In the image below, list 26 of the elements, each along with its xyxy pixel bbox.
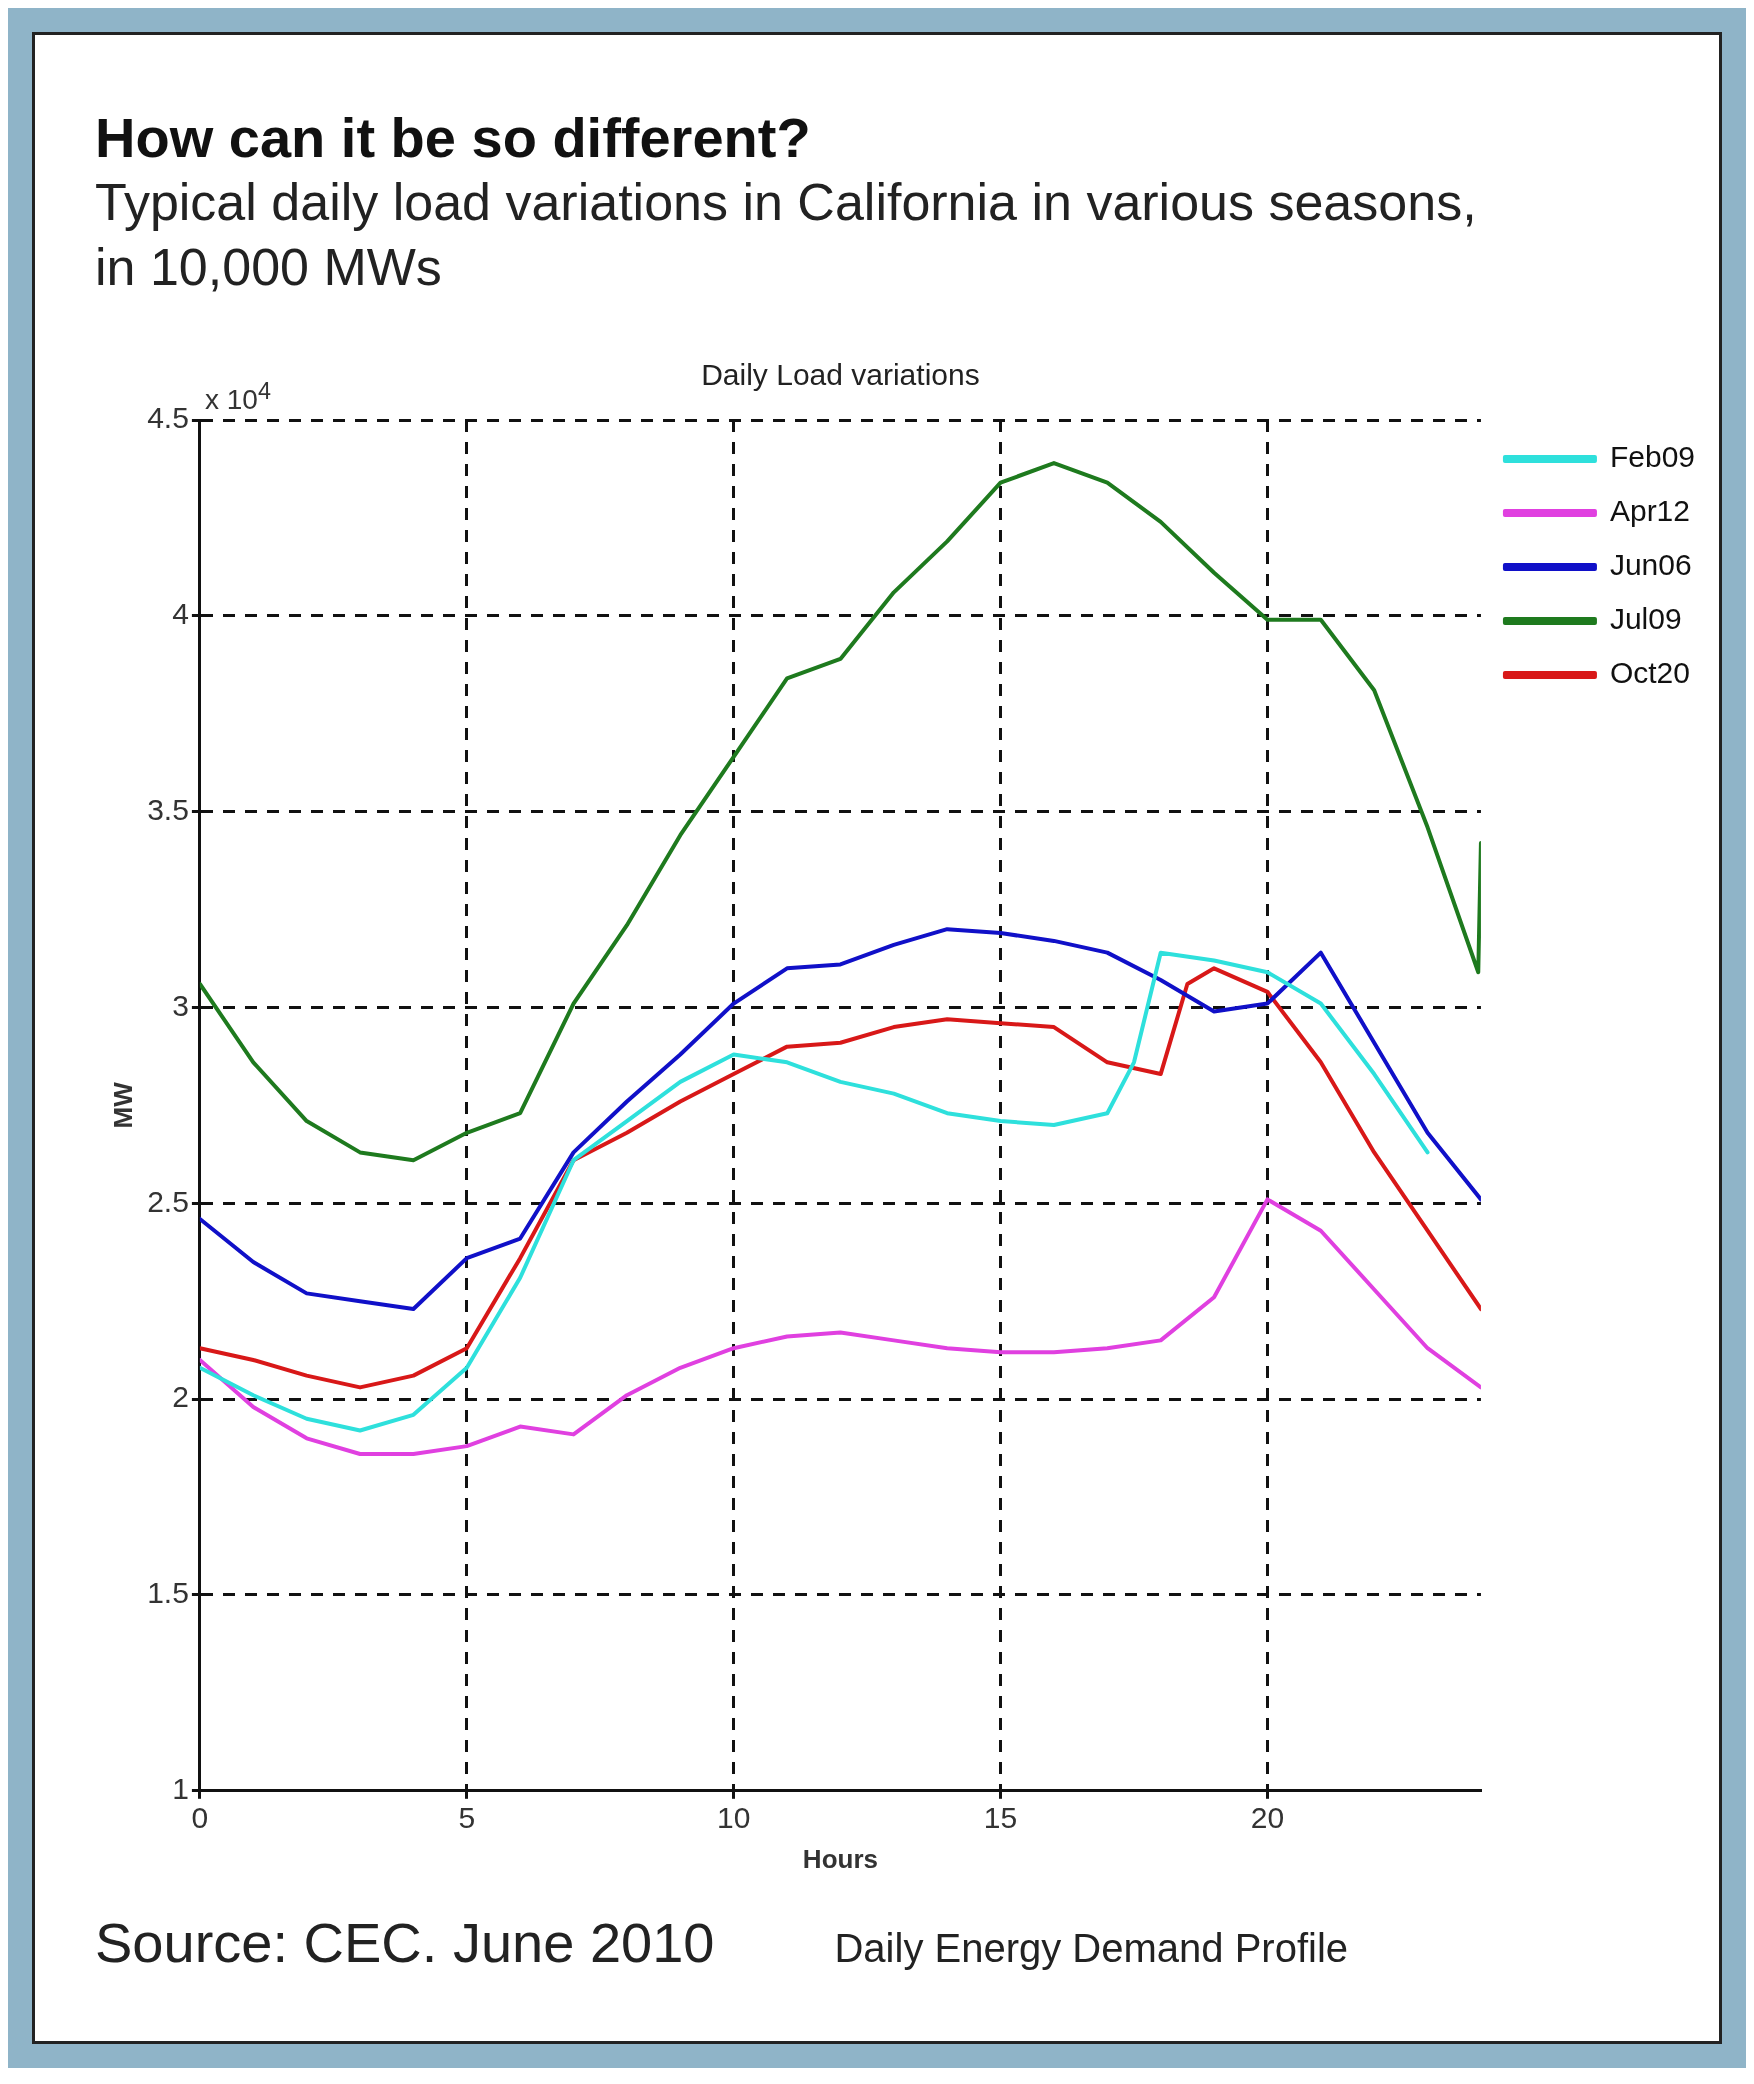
- y-tick-label: 2.5: [147, 1184, 189, 1218]
- x-axis-title: Hours: [802, 1843, 878, 1874]
- x-tick-label: 5: [458, 1801, 476, 1835]
- x-tick-label: 20: [1250, 1801, 1285, 1835]
- chart-title: How can it be so different?: [95, 105, 812, 170]
- x-tick-label: 15: [983, 1801, 1018, 1835]
- chart-subtitle: Typical daily load variations in California in various seasons, in 10,000 MWs: [95, 172, 1478, 298]
- y-tick-label: 3.5: [147, 792, 189, 826]
- y-tick-label: 1: [172, 1772, 189, 1806]
- legend-label: Jun06: [1609, 548, 1692, 582]
- y-tick-label: 4.5: [147, 401, 189, 435]
- x-tick-label: 10: [716, 1801, 751, 1835]
- x-tick-label: 0: [191, 1801, 209, 1835]
- legend-label: Jul09: [1609, 602, 1682, 636]
- legend-label: Oct20: [1609, 656, 1690, 690]
- y-tick-label: 1.5: [147, 1576, 189, 1610]
- y-tick-label: 3: [172, 988, 189, 1022]
- text: Daily Energy Demand Profile: [834, 1926, 1349, 1971]
- y-tick-label: 4: [172, 597, 189, 631]
- source-note: Source: CEC. June 2010: [95, 1910, 715, 1975]
- y-axis-title: MW: [107, 1081, 138, 1129]
- legend-label: Feb09: [1609, 440, 1696, 474]
- legend-label: Apr12: [1609, 494, 1690, 528]
- text: Daily Load variations: [701, 358, 980, 392]
- y-tick-label: 2: [172, 1380, 189, 1414]
- text: x 10$^{4}$: [205, 378, 271, 417]
